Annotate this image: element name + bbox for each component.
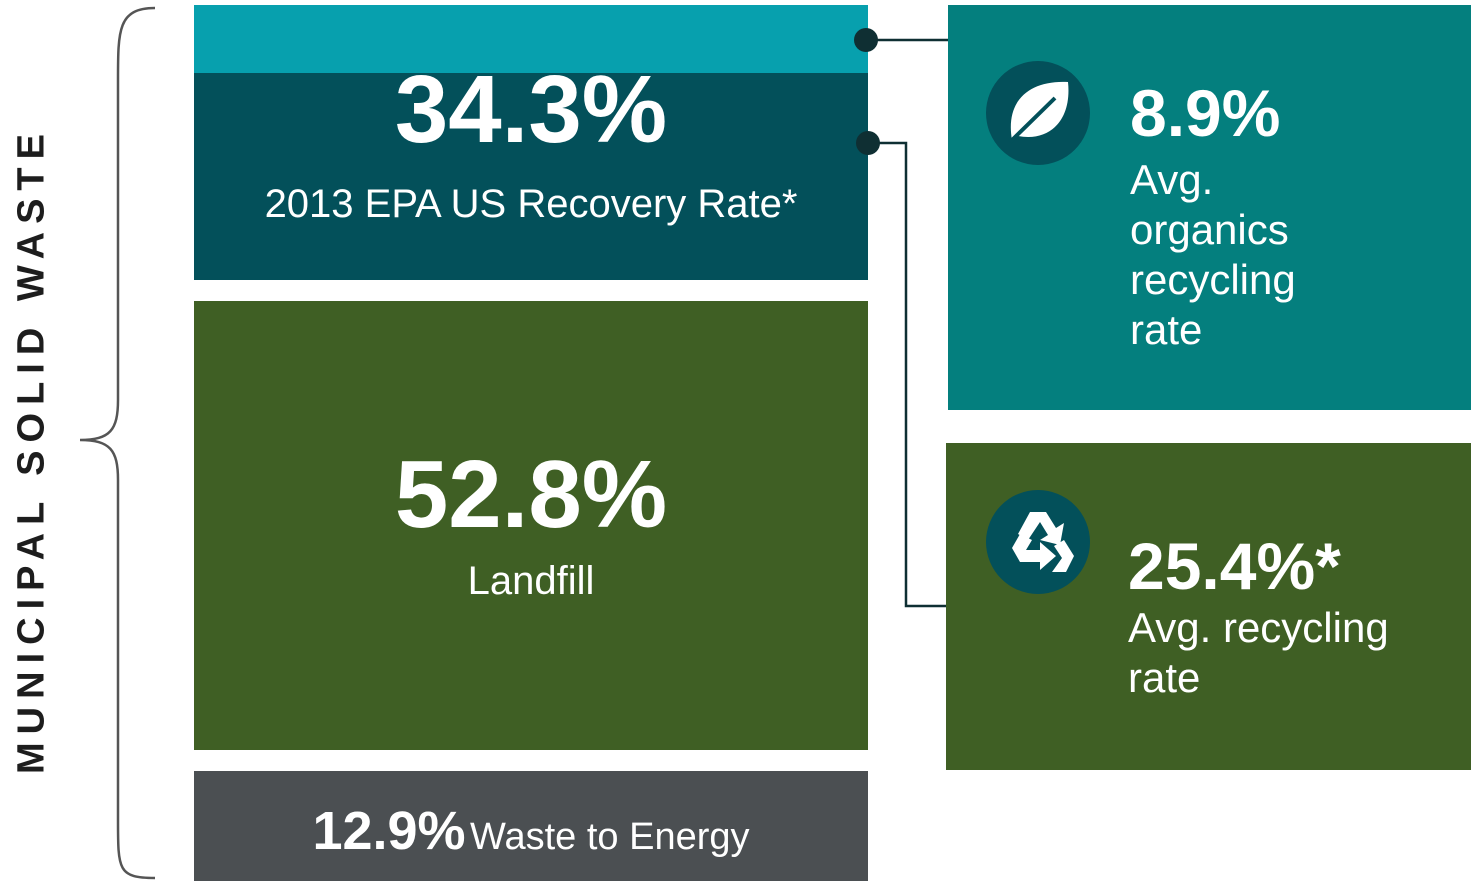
recovery-top-band bbox=[194, 5, 868, 73]
recycling-value: 25.4%* bbox=[1128, 529, 1341, 603]
landfill-label: Landfill bbox=[467, 559, 595, 603]
brace bbox=[79, 6, 156, 880]
recovery-group: 34.3% 2013 EPA US Recovery Rate* bbox=[194, 62, 868, 228]
landfill-group: 52.8% Landfill bbox=[194, 447, 868, 605]
recovery-label: 2013 EPA US Recovery Rate* bbox=[264, 182, 798, 226]
connector-dot bbox=[854, 28, 878, 52]
recovery-box bbox=[194, 73, 868, 280]
organics-value: 8.9% bbox=[1130, 76, 1281, 150]
energy-group: 12.9% Waste to Energy bbox=[194, 800, 868, 862]
leaf-vein bbox=[1008, 96, 1057, 144]
recovery-value: 34.3% bbox=[394, 56, 668, 163]
recycle-icon bbox=[1012, 512, 1074, 572]
side-label: MUNICIPAL SOLID WASTE bbox=[10, 126, 53, 774]
landfill-box bbox=[194, 301, 868, 750]
connector-dot bbox=[856, 131, 880, 155]
energy-box bbox=[194, 771, 868, 881]
energy-value: 12.9% bbox=[312, 801, 466, 861]
energy-label: Waste to Energy bbox=[470, 816, 750, 858]
connector bbox=[868, 141, 946, 608]
landfill-value: 52.8% bbox=[394, 441, 668, 548]
recycle-icon-bg bbox=[986, 490, 1090, 594]
recycling-label: Avg. recycling rate bbox=[1128, 604, 1389, 701]
organics-label: Avg. organics recycling rate bbox=[1130, 156, 1296, 353]
